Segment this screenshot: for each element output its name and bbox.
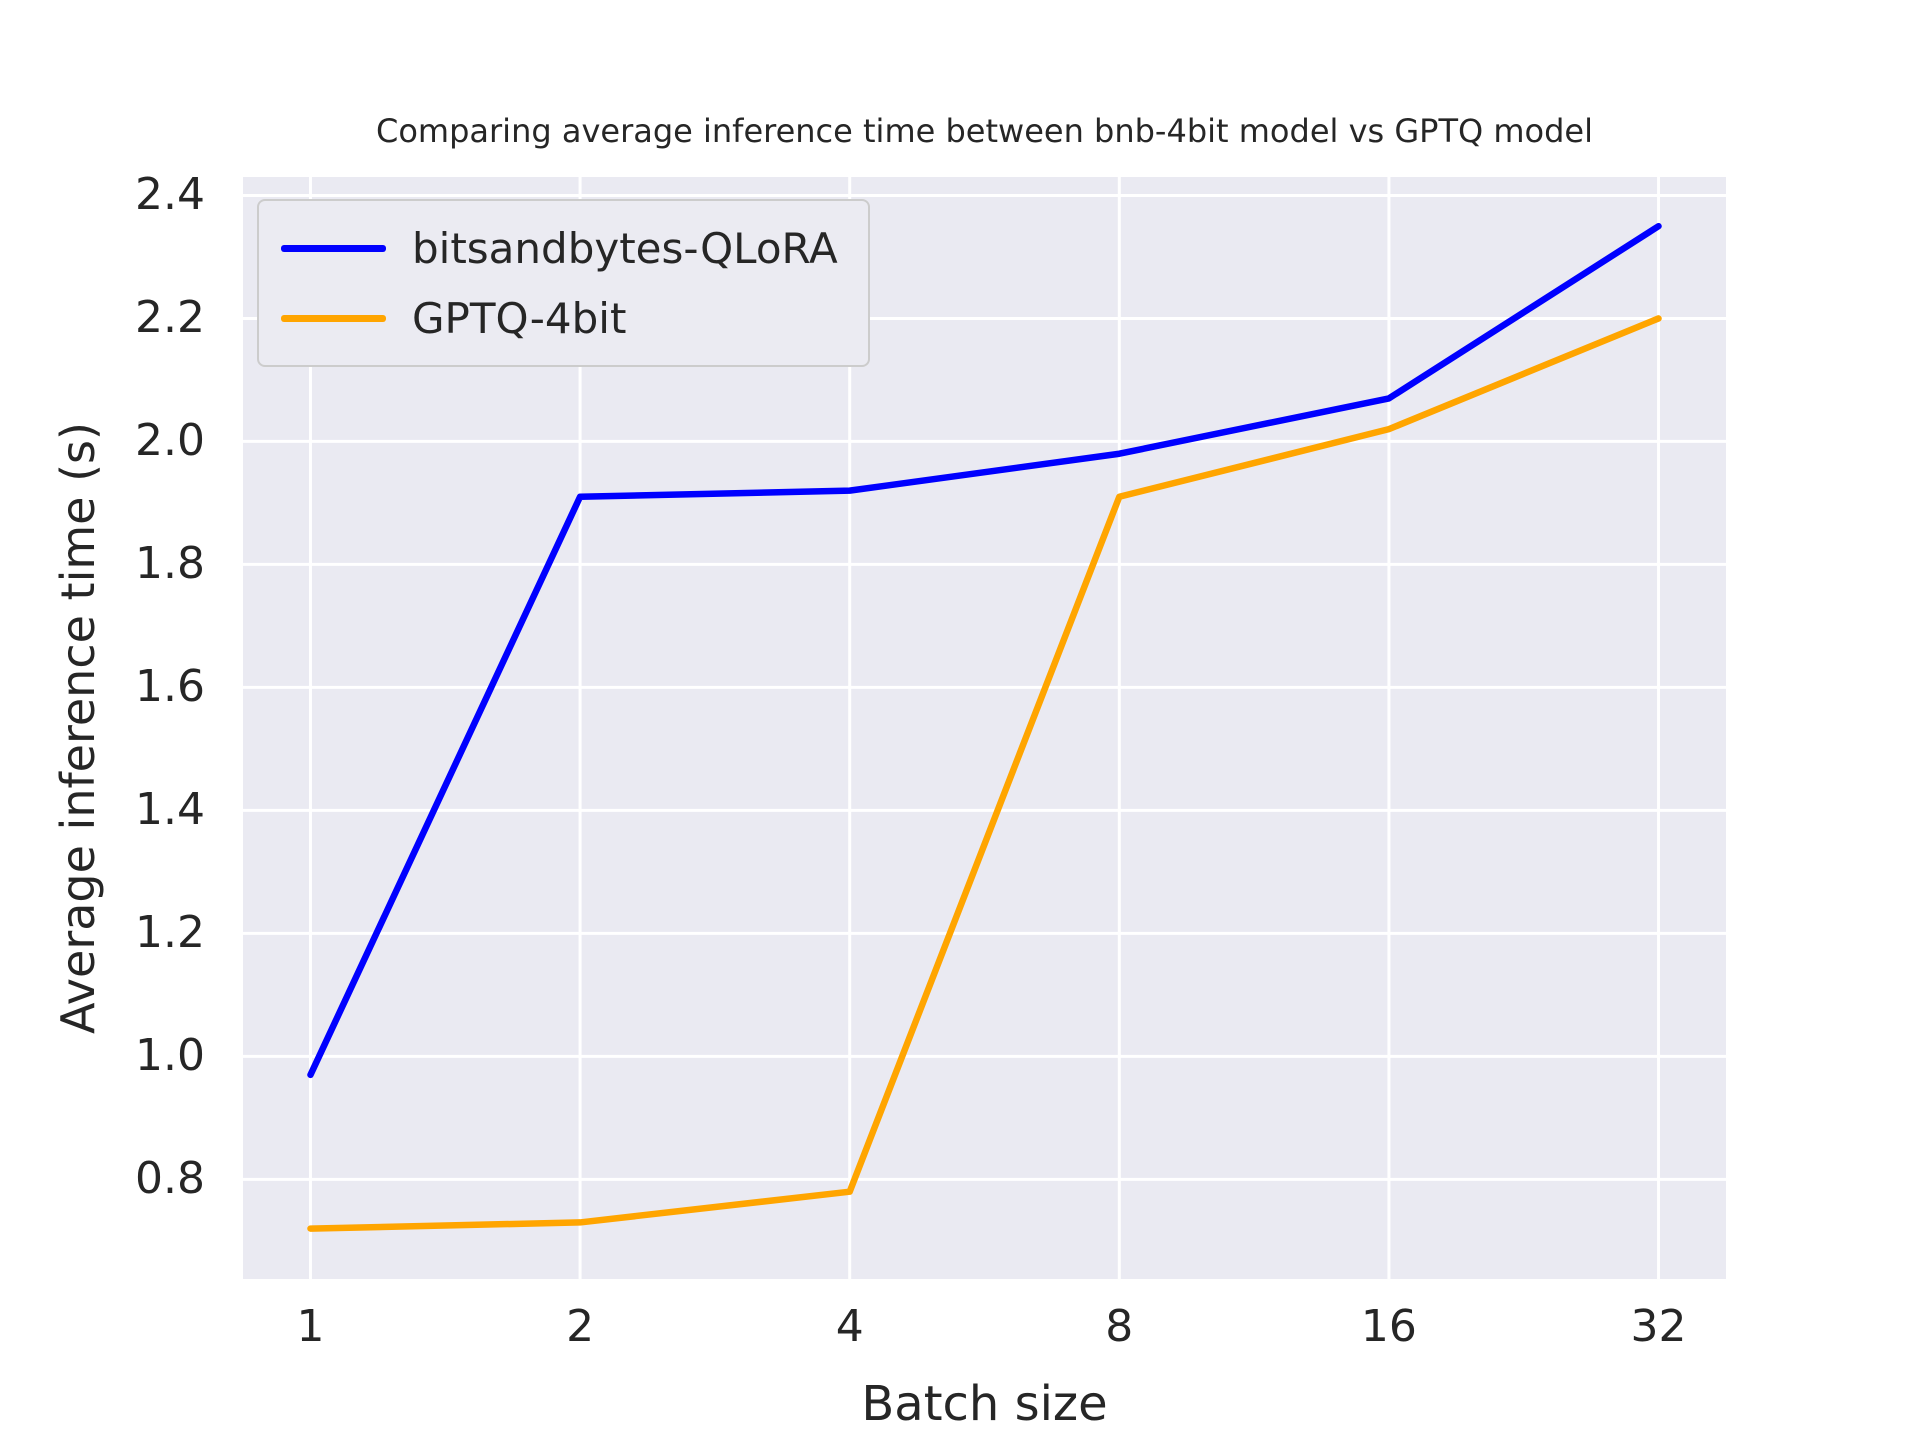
series-line-bitsandbytes-QLoRA — [307, 222, 1662, 1079]
series-line-GPTQ-4bit — [307, 315, 1662, 1232]
legend-line-swatch-orange — [281, 314, 386, 322]
chart-title: Comparing average inference time between… — [376, 112, 1593, 150]
x-tick-label: 1 — [296, 1301, 325, 1352]
x-tick-label: 16 — [1360, 1301, 1417, 1352]
legend-label: bitsandbytes-QLoRA — [412, 223, 838, 273]
legend-entry-bitsandbytes: bitsandbytes-QLoRA — [281, 213, 838, 283]
y-tick-label: 1.6 — [135, 661, 205, 713]
x-tick-label: 32 — [1630, 1301, 1687, 1352]
legend: bitsandbytes-QLoRA GPTQ-4bit — [257, 199, 870, 367]
y-tick-label: 2.0 — [135, 415, 205, 467]
plot-area: bitsandbytes-QLoRA GPTQ-4bit — [243, 177, 1726, 1279]
y-tick-label: 1.0 — [135, 1030, 205, 1082]
legend-entry-gptq: GPTQ-4bit — [281, 283, 838, 353]
y-tick-label: 1.4 — [135, 784, 205, 836]
y-tick-label: 1.2 — [135, 907, 205, 959]
x-tick-label: 4 — [835, 1301, 864, 1352]
legend-label: GPTQ-4bit — [412, 293, 627, 343]
x-tick-label: 2 — [566, 1301, 595, 1352]
y-tick-label: 1.8 — [135, 538, 205, 590]
x-tick-label: 8 — [1105, 1301, 1134, 1352]
legend-line-swatch-blue — [281, 244, 386, 252]
x-axis-label: Batch size — [861, 1376, 1108, 1432]
y-tick-label: 2.2 — [135, 292, 205, 344]
y-tick-label: 2.4 — [135, 169, 205, 221]
y-tick-label: 0.8 — [135, 1153, 205, 1205]
